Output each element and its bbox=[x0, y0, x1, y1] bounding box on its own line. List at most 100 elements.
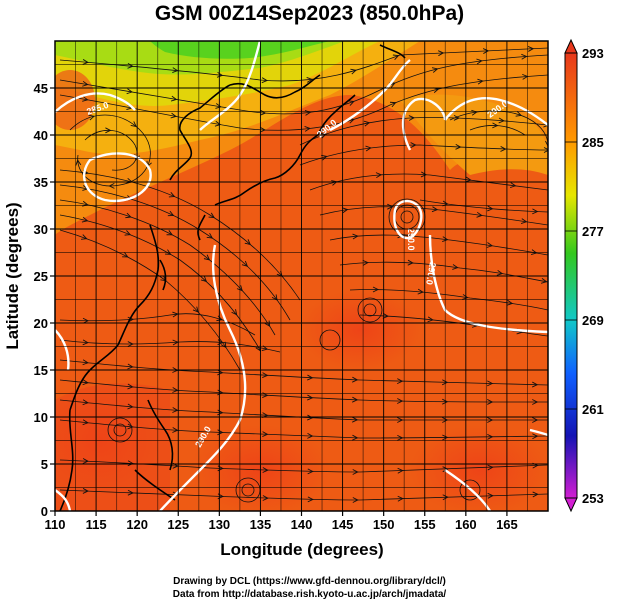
wind-arrow bbox=[81, 234, 88, 240]
wind-arrow bbox=[164, 249, 172, 255]
wind-arrow bbox=[487, 417, 494, 423]
wind-arrow bbox=[496, 269, 504, 276]
wind-arrow bbox=[487, 492, 494, 499]
wind-arrow bbox=[172, 427, 179, 433]
wind-arrow bbox=[375, 172, 383, 178]
y-tick-label: 15 bbox=[34, 363, 48, 378]
wind-arrow bbox=[200, 276, 208, 283]
wind-arrow bbox=[206, 232, 214, 239]
x-tick-label: 160 bbox=[455, 517, 477, 532]
wind-arrow bbox=[455, 143, 462, 150]
wind-arrow bbox=[82, 488, 89, 494]
wind-arrow bbox=[387, 203, 394, 210]
wind-arrow bbox=[382, 313, 389, 319]
wind-arrow bbox=[417, 288, 424, 295]
wind-arrow bbox=[304, 126, 311, 132]
x-axis-title: Longitude (degrees) bbox=[220, 540, 383, 559]
wind-arrow bbox=[471, 109, 478, 116]
wind-arrow bbox=[231, 309, 238, 316]
colorbar-scale bbox=[564, 52, 578, 499]
x-tick-label: 165 bbox=[496, 517, 518, 532]
wind-arrow bbox=[124, 230, 132, 236]
wind-arrow bbox=[462, 294, 469, 300]
wind-arrow bbox=[420, 171, 428, 178]
wind-arrow bbox=[261, 77, 268, 84]
colorbar-tick-label: 277 bbox=[582, 224, 604, 239]
y-tick-label: 30 bbox=[34, 222, 48, 237]
wind-arrow bbox=[431, 206, 439, 213]
wind-arrow bbox=[262, 431, 269, 438]
y-tick-label: 25 bbox=[34, 269, 48, 284]
wind-arrow bbox=[236, 285, 243, 292]
wind-arrow bbox=[532, 417, 539, 423]
wind-arrow bbox=[348, 100, 355, 106]
wind-arrow bbox=[389, 101, 397, 108]
wind-arrow bbox=[220, 341, 227, 349]
wind-arrow bbox=[127, 489, 134, 496]
wind-arrow bbox=[88, 114, 95, 121]
wind-arrow bbox=[241, 260, 249, 267]
wind-arrow bbox=[170, 95, 178, 102]
wind-arrow bbox=[442, 236, 449, 242]
contour-label: 290.0 bbox=[406, 228, 416, 251]
wind-arrow bbox=[431, 67, 439, 73]
wind-arrow bbox=[410, 142, 417, 148]
wind-arrow bbox=[307, 496, 314, 503]
wind-arrow bbox=[127, 341, 134, 347]
wind-arrow bbox=[453, 114, 460, 121]
x-tick-label: 135 bbox=[250, 517, 272, 532]
colorbar-tick-label: 285 bbox=[582, 135, 604, 150]
wind-arrow bbox=[530, 249, 538, 256]
wind-arrow bbox=[442, 494, 449, 501]
colorbar: 293 285 277 269 261 253 bbox=[564, 38, 604, 513]
wind-arrow bbox=[365, 145, 372, 152]
wind-arrow bbox=[82, 458, 89, 464]
wind-arrow bbox=[442, 417, 449, 423]
wind-arrow bbox=[125, 212, 132, 219]
x-tick-label: 110 bbox=[45, 517, 66, 532]
wind-arrow bbox=[352, 416, 359, 423]
wind-arrow bbox=[82, 419, 89, 426]
y-tick-label: 40 bbox=[34, 128, 48, 143]
contour-label: 290.0 bbox=[424, 262, 438, 286]
wind-arrow bbox=[307, 394, 314, 401]
x-tick-label: 130 bbox=[208, 517, 230, 532]
wind-arrow bbox=[307, 374, 314, 381]
wind-arrow bbox=[82, 379, 89, 386]
wind-arrow bbox=[397, 417, 404, 423]
wind-arrow bbox=[487, 399, 494, 405]
wind-arrow bbox=[531, 381, 539, 388]
wind-arrow bbox=[352, 469, 359, 475]
wind-arrow bbox=[397, 378, 404, 385]
wind-arrow bbox=[172, 407, 179, 413]
x-tick-label: 120 bbox=[126, 517, 148, 532]
wind-arrow bbox=[397, 398, 404, 404]
wind-arrow bbox=[82, 59, 89, 65]
wind-arrow bbox=[307, 468, 314, 475]
credit-data: Data from http://database.rish.kyoto-u.a… bbox=[172, 589, 447, 600]
wind-arrow bbox=[372, 286, 379, 293]
wind-arrow bbox=[108, 182, 115, 189]
wind-arrow bbox=[82, 399, 89, 406]
wind-arrow bbox=[208, 212, 215, 219]
wind-arrow bbox=[170, 112, 178, 119]
wind-arrow bbox=[397, 495, 404, 502]
wind-arrow bbox=[500, 146, 507, 152]
wind-arrow bbox=[521, 53, 528, 60]
colorbar-tick-label: 261 bbox=[582, 402, 604, 417]
wind-arrow bbox=[506, 299, 514, 306]
wind-arrow bbox=[82, 96, 89, 102]
wind-arrow bbox=[362, 259, 369, 266]
wind-arrow bbox=[543, 147, 548, 153]
wind-arrow bbox=[442, 398, 449, 405]
wind-arrow bbox=[306, 76, 313, 83]
wind-arrow bbox=[482, 48, 490, 54]
wind-arrow bbox=[437, 50, 445, 57]
wind-arrow bbox=[215, 103, 222, 109]
wind-arrow bbox=[122, 252, 129, 258]
wind-arrow bbox=[477, 78, 484, 85]
wind-arrow bbox=[498, 117, 505, 124]
wind-arrow bbox=[408, 115, 415, 121]
wind-arrow bbox=[81, 216, 89, 223]
wind-arrow bbox=[352, 233, 359, 240]
